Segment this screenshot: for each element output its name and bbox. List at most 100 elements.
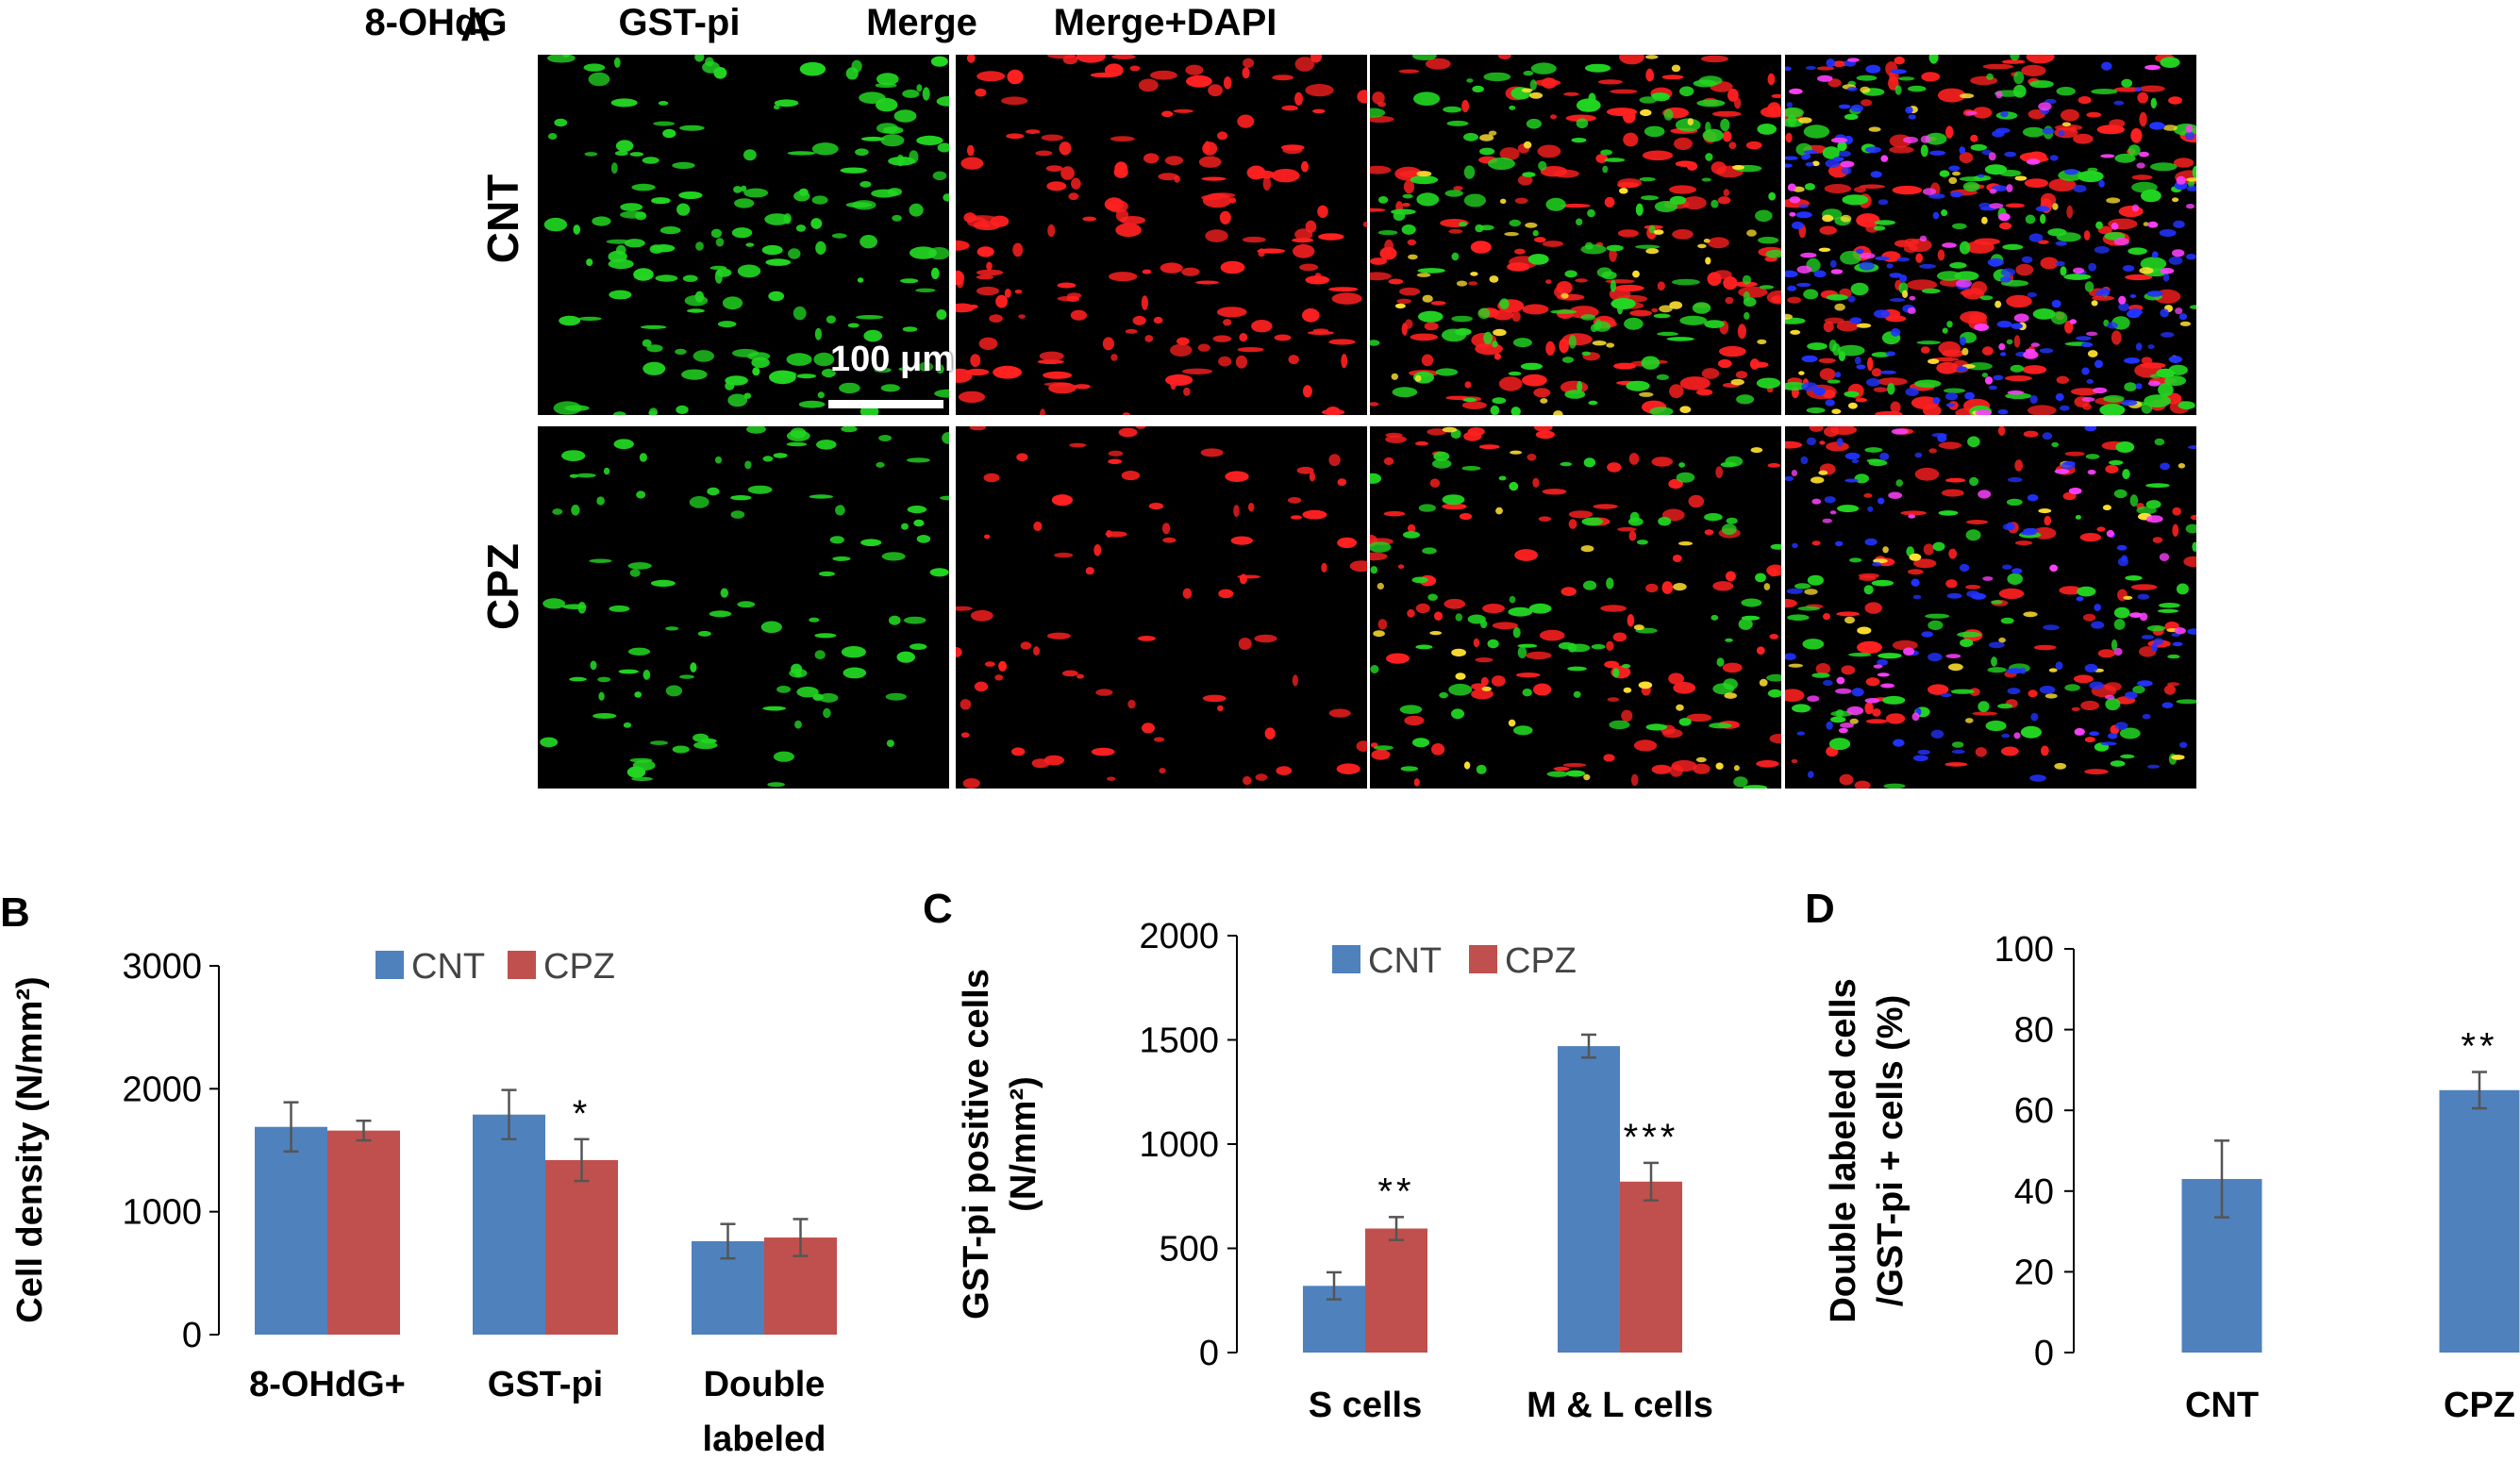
stain-blob (1679, 86, 1694, 97)
stain-blob (1378, 196, 1389, 204)
stain-blob (1711, 110, 1742, 117)
stain-blob (1239, 333, 1248, 342)
stain-blob (609, 290, 632, 300)
stain-blob (1127, 699, 1136, 709)
stain-blob (1612, 632, 1627, 642)
stain-blob (1571, 138, 1587, 143)
stain-blob (956, 606, 973, 611)
stain-blob (1840, 722, 1854, 728)
stain-blob (809, 494, 833, 499)
stain-blob (965, 368, 990, 376)
stain-blob (1811, 476, 1825, 484)
stain-blob (1672, 229, 1694, 240)
stain-blob (1732, 165, 1744, 170)
stain-blob (1302, 509, 1327, 520)
stain-blob (1186, 75, 1212, 88)
stain-blob (1678, 718, 1692, 726)
stain-blob (1514, 248, 1526, 255)
stain-blob (1957, 631, 1981, 638)
panel-c-bar (1365, 1228, 1427, 1353)
panel-c-legend-label: CPZ (1505, 941, 1577, 981)
stain-blob (1741, 598, 1762, 607)
stain-blob (2076, 596, 2084, 602)
stain-blob (1109, 272, 1138, 282)
stain-blob (1464, 381, 1472, 389)
stain-blob (1817, 75, 1833, 82)
stain-blob (1276, 766, 1293, 775)
stain-blob (989, 314, 1003, 323)
stain-blob (2190, 514, 2196, 521)
stain-blob (1254, 634, 1277, 643)
stain-blob (1565, 770, 1586, 777)
stain-blob (1902, 290, 1909, 298)
stain-blob (1833, 157, 1844, 162)
stain-blob (1744, 311, 1750, 320)
stain-blob (1553, 169, 1579, 178)
stain-blob (1798, 117, 1812, 124)
stain-blob (1952, 741, 1964, 748)
stain-blob (1932, 397, 1941, 405)
stain-blob (2131, 174, 2153, 180)
stain-blob (1730, 378, 1744, 386)
stain-blob (1545, 197, 1566, 211)
stain-blob (2091, 89, 2118, 94)
stain-blob (655, 274, 678, 282)
stain-blob (643, 361, 666, 375)
stain-blob (1296, 466, 1314, 474)
stain-blob (1807, 574, 1824, 586)
stain-blob (1638, 681, 1653, 689)
panel-b-bar (545, 1159, 618, 1335)
stain-blob (969, 426, 987, 431)
stain-blob (963, 212, 976, 223)
stain-blob (1427, 593, 1438, 601)
stain-blob (1668, 478, 1683, 490)
stain-blob (1960, 639, 1974, 647)
stain-blob (1908, 514, 1916, 519)
stain-blob (2192, 541, 2196, 552)
stain-blob (1141, 295, 1148, 310)
stain-blob (2160, 308, 2169, 318)
stain-blob (1854, 780, 1871, 789)
stain-blob (2059, 586, 2082, 595)
stain-blob (1669, 185, 1696, 194)
stain-blob (810, 218, 823, 229)
stain-blob (821, 368, 836, 378)
stain-blob (2099, 288, 2111, 295)
stain-blob (2005, 203, 2026, 208)
stain-blob (1068, 192, 1079, 201)
stain-blob (707, 487, 720, 496)
stain-blob (1965, 110, 1978, 115)
stain-blob (1979, 295, 1994, 301)
stain-blob (2055, 661, 2063, 671)
stain-blob (1961, 347, 1969, 356)
stain-blob (1657, 331, 1678, 337)
stain-blob (859, 181, 872, 188)
stain-blob (1956, 366, 1968, 373)
stain-blob (2111, 330, 2122, 345)
stain-blob (1804, 183, 1815, 191)
stain-blob (1885, 713, 1906, 724)
stain-blob (998, 660, 1008, 672)
stain-blob (976, 246, 994, 257)
stain-blob (1115, 208, 1129, 222)
stain-blob (1907, 569, 1924, 575)
stain-blob (1539, 629, 1565, 641)
stain-blob (1600, 149, 1612, 156)
stain-blob (1768, 567, 1778, 577)
stain-blob (1975, 409, 1992, 415)
stain-blob (1722, 130, 1732, 142)
stain-blob (1669, 195, 1687, 205)
stain-blob (788, 248, 801, 259)
stain-blob (1800, 456, 1809, 465)
stain-blob (2124, 357, 2141, 364)
stain-blob (1593, 504, 1618, 509)
stain-blob (2064, 169, 2078, 175)
stain-blob (2013, 313, 2029, 323)
stain-blob (747, 485, 773, 494)
stain-blob (1945, 579, 1958, 589)
stain-blob (1645, 723, 1668, 731)
stain-blob (1565, 114, 1596, 123)
stain-blob (542, 598, 565, 609)
stain-blob (1871, 352, 1891, 357)
stain-blob (1945, 654, 1961, 658)
